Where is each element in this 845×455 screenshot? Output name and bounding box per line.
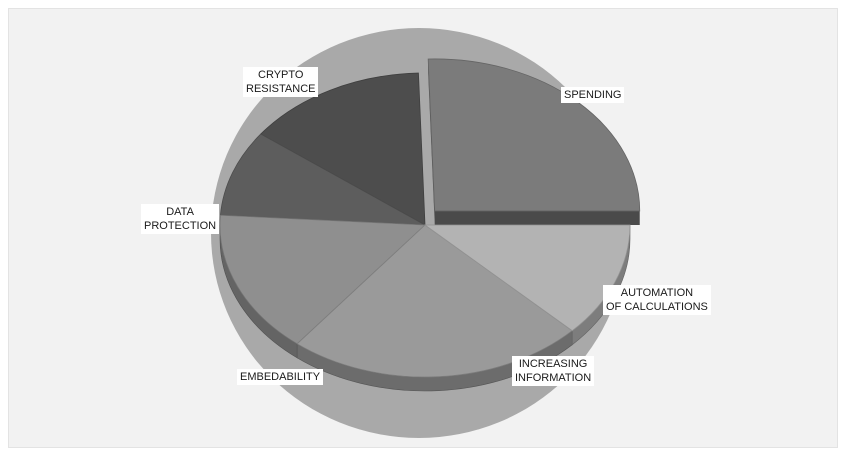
slice-label-increasing-information: INCREASING INFORMATION xyxy=(512,356,595,386)
pie-chart xyxy=(211,28,641,438)
chart-frame: SPENDING AUTOMATION OF CALCULATIONS INCR… xyxy=(8,8,838,448)
slice-spending xyxy=(427,58,641,212)
slice-label-spending: SPENDING xyxy=(561,87,625,103)
slice-crypto-resistance xyxy=(423,224,631,332)
slice-data-protection xyxy=(296,224,573,378)
slice-label-embedability: EMBEDABILITY xyxy=(237,369,324,385)
slice-automation-of-calculations xyxy=(260,72,426,226)
slice-embedability xyxy=(219,214,426,345)
slice-label-automation-of-calculations: AUTOMATION OF CALCULATIONS xyxy=(603,285,711,315)
slice-increasing-information xyxy=(219,133,426,226)
slice-label-data-protection: DATA PROTECTION xyxy=(141,204,220,234)
slice-label-crypto-resistance: CRYPTO RESISTANCE xyxy=(243,67,319,97)
slice-cut-face-spending-0 xyxy=(434,210,640,225)
